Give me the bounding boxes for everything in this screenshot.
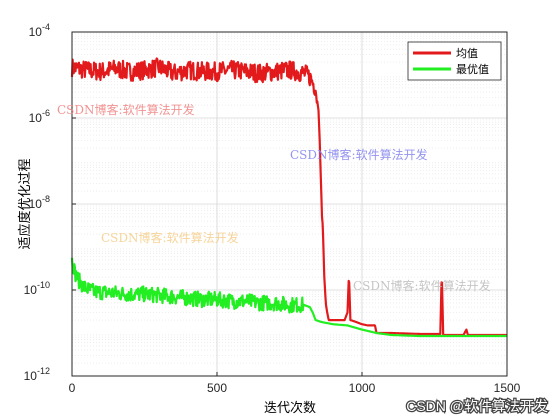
y-tick-label: 10-4	[29, 22, 50, 39]
y-axis-ticks: 10-12 10-10 10-8 10-6 10-4	[24, 22, 76, 383]
data-point-mean	[348, 272, 350, 274]
footer-watermark: CSDN @软件算法开发	[406, 398, 548, 414]
legend-box	[407, 41, 502, 81]
data-point-mean	[315, 87, 317, 89]
data-point-mean	[441, 269, 443, 271]
x-tick-label: 500	[207, 381, 227, 395]
watermark-text: CSDN博客:软件算法开发	[101, 230, 239, 245]
series-line-best	[70, 257, 508, 338]
series-layer	[70, 57, 508, 338]
x-tick-label: 1000	[349, 381, 376, 395]
watermark-text: CSDN博客:软件算法开发	[353, 278, 491, 293]
y-axis-label: 适应度优化过程	[17, 158, 33, 249]
plot-area	[70, 31, 508, 377]
x-tick-label: 1500	[494, 381, 521, 395]
x-axis-ticks: 0 500 1000 1500	[69, 372, 521, 395]
watermark-text: CSDN博客:软件算法开发	[290, 147, 428, 162]
legend-label-mean: 均值	[456, 47, 478, 60]
x-tick-label: 0	[69, 381, 76, 395]
legend-label-best: 最优值	[456, 63, 489, 76]
y-tick-label: 10-6	[29, 108, 50, 125]
x-axis-label: 迭代次数	[264, 400, 316, 416]
y-tick-label: 10-8	[29, 194, 50, 211]
y-tick-label: 10-12	[24, 366, 50, 383]
y-tick-label: 10-10	[24, 280, 50, 297]
series-line-mean	[70, 57, 508, 337]
legend: 均值 最优值	[407, 41, 502, 81]
watermark-text: CSDN博客:软件算法开发	[57, 102, 195, 117]
watermark-layer: CSDN博客:软件算法开发 CSDN博客:软件算法开发 CSDN博客:软件算法开…	[57, 102, 491, 293]
